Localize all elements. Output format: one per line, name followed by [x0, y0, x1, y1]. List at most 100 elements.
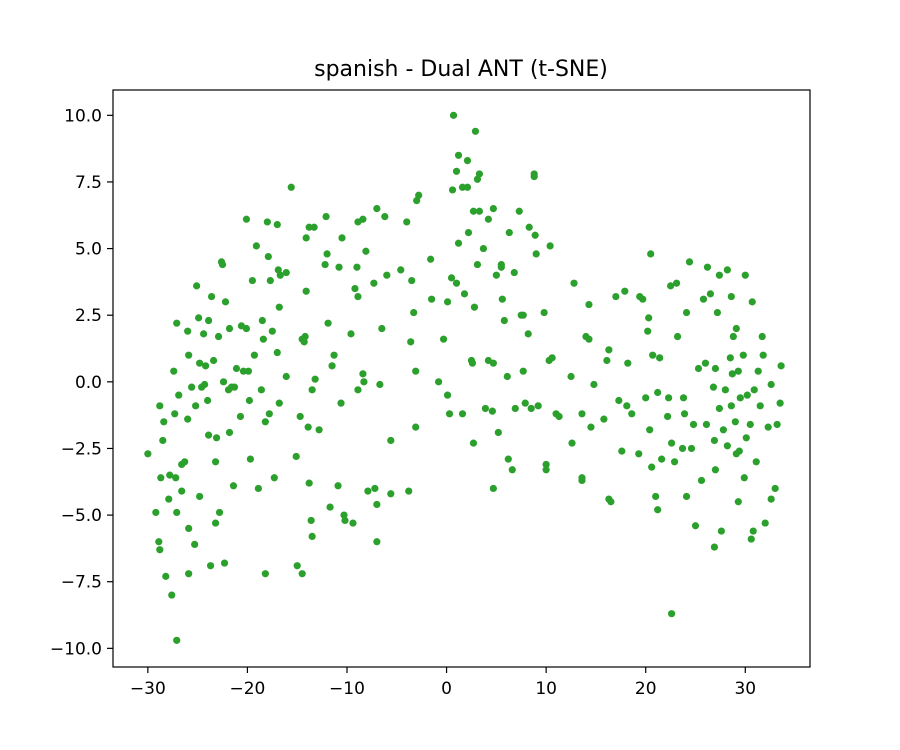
data-point — [156, 546, 164, 554]
data-point — [405, 487, 413, 495]
data-point — [771, 484, 779, 493]
data-point — [427, 255, 435, 263]
data-point — [668, 439, 676, 447]
data-point — [196, 359, 204, 367]
data-point — [452, 279, 461, 287]
data-point — [759, 351, 767, 359]
data-point — [600, 415, 608, 423]
data-point — [689, 420, 698, 429]
data-point — [525, 223, 533, 231]
data-point — [672, 279, 681, 287]
chart-title: spanish - Dual ANT (t-SNE) — [314, 57, 608, 82]
data-point — [699, 295, 708, 303]
data-point — [605, 346, 613, 354]
data-point — [340, 511, 348, 519]
data-point — [548, 354, 556, 362]
x-axis-ticks: −30 −20 −10 0 10 20 30 — [130, 667, 756, 699]
y-tick-label: −10.0 — [50, 639, 102, 659]
data-point — [488, 407, 496, 415]
data-point — [341, 516, 349, 525]
data-point — [144, 450, 152, 458]
data-point — [370, 279, 378, 287]
data-point — [221, 298, 230, 306]
data-point — [468, 359, 477, 367]
data-point — [578, 410, 586, 418]
data-point — [685, 258, 694, 266]
data-point — [323, 250, 331, 258]
data-point — [195, 314, 203, 322]
data-point — [349, 519, 357, 527]
data-point — [742, 434, 750, 442]
data-point — [264, 252, 272, 261]
data-point — [168, 591, 176, 599]
data-point — [245, 396, 254, 405]
data-point — [727, 292, 735, 301]
data-point — [371, 484, 379, 493]
data-point — [273, 220, 281, 229]
data-point — [308, 386, 316, 394]
data-point — [246, 455, 255, 463]
data-point — [266, 276, 274, 285]
data-point — [322, 212, 330, 221]
data-point — [758, 332, 766, 341]
data-point — [248, 276, 256, 285]
data-point — [383, 271, 391, 279]
data-point — [761, 519, 769, 527]
data-point — [324, 319, 332, 327]
data-point — [635, 450, 643, 458]
data-point — [723, 266, 731, 274]
data-point — [276, 271, 284, 279]
data-point — [378, 324, 386, 333]
data-point — [691, 522, 700, 530]
data-point — [307, 516, 315, 525]
data-point — [448, 186, 457, 194]
data-point — [178, 487, 186, 495]
data-point — [338, 234, 346, 242]
data-point — [555, 412, 563, 421]
data-point — [734, 367, 742, 375]
data-point — [678, 444, 687, 453]
data-point — [173, 508, 181, 517]
data-point — [504, 455, 512, 463]
data-point — [308, 532, 316, 541]
data-point — [682, 308, 691, 317]
data-point — [337, 399, 345, 407]
data-point — [713, 308, 722, 317]
data-point — [184, 415, 192, 423]
data-point — [302, 234, 310, 242]
data-point — [715, 271, 723, 279]
data-point — [727, 402, 735, 410]
data-point — [519, 311, 527, 319]
data-point — [373, 205, 381, 213]
data-point — [717, 527, 725, 535]
data-point — [531, 231, 539, 239]
data-point — [387, 490, 395, 498]
data-point — [439, 335, 448, 343]
data-point — [703, 263, 712, 271]
data-point — [736, 394, 744, 402]
data-point — [326, 503, 334, 511]
data-point — [665, 394, 673, 402]
data-point — [749, 527, 757, 535]
data-point — [767, 380, 775, 389]
data-point — [687, 444, 696, 453]
data-point — [292, 452, 300, 461]
data-point — [728, 370, 736, 378]
data-point — [212, 434, 221, 442]
data-point — [542, 460, 550, 469]
data-point — [159, 436, 167, 445]
data-point — [201, 380, 209, 389]
data-point — [701, 359, 710, 367]
data-point — [347, 330, 355, 338]
data-point — [170, 367, 178, 375]
data-point — [639, 295, 647, 303]
data-point — [381, 212, 389, 221]
data-point — [748, 298, 756, 306]
data-point — [232, 364, 241, 373]
data-point — [204, 316, 213, 325]
data-point — [173, 636, 181, 644]
data-point — [230, 383, 239, 391]
data-point — [649, 351, 657, 359]
data-point — [304, 423, 312, 431]
